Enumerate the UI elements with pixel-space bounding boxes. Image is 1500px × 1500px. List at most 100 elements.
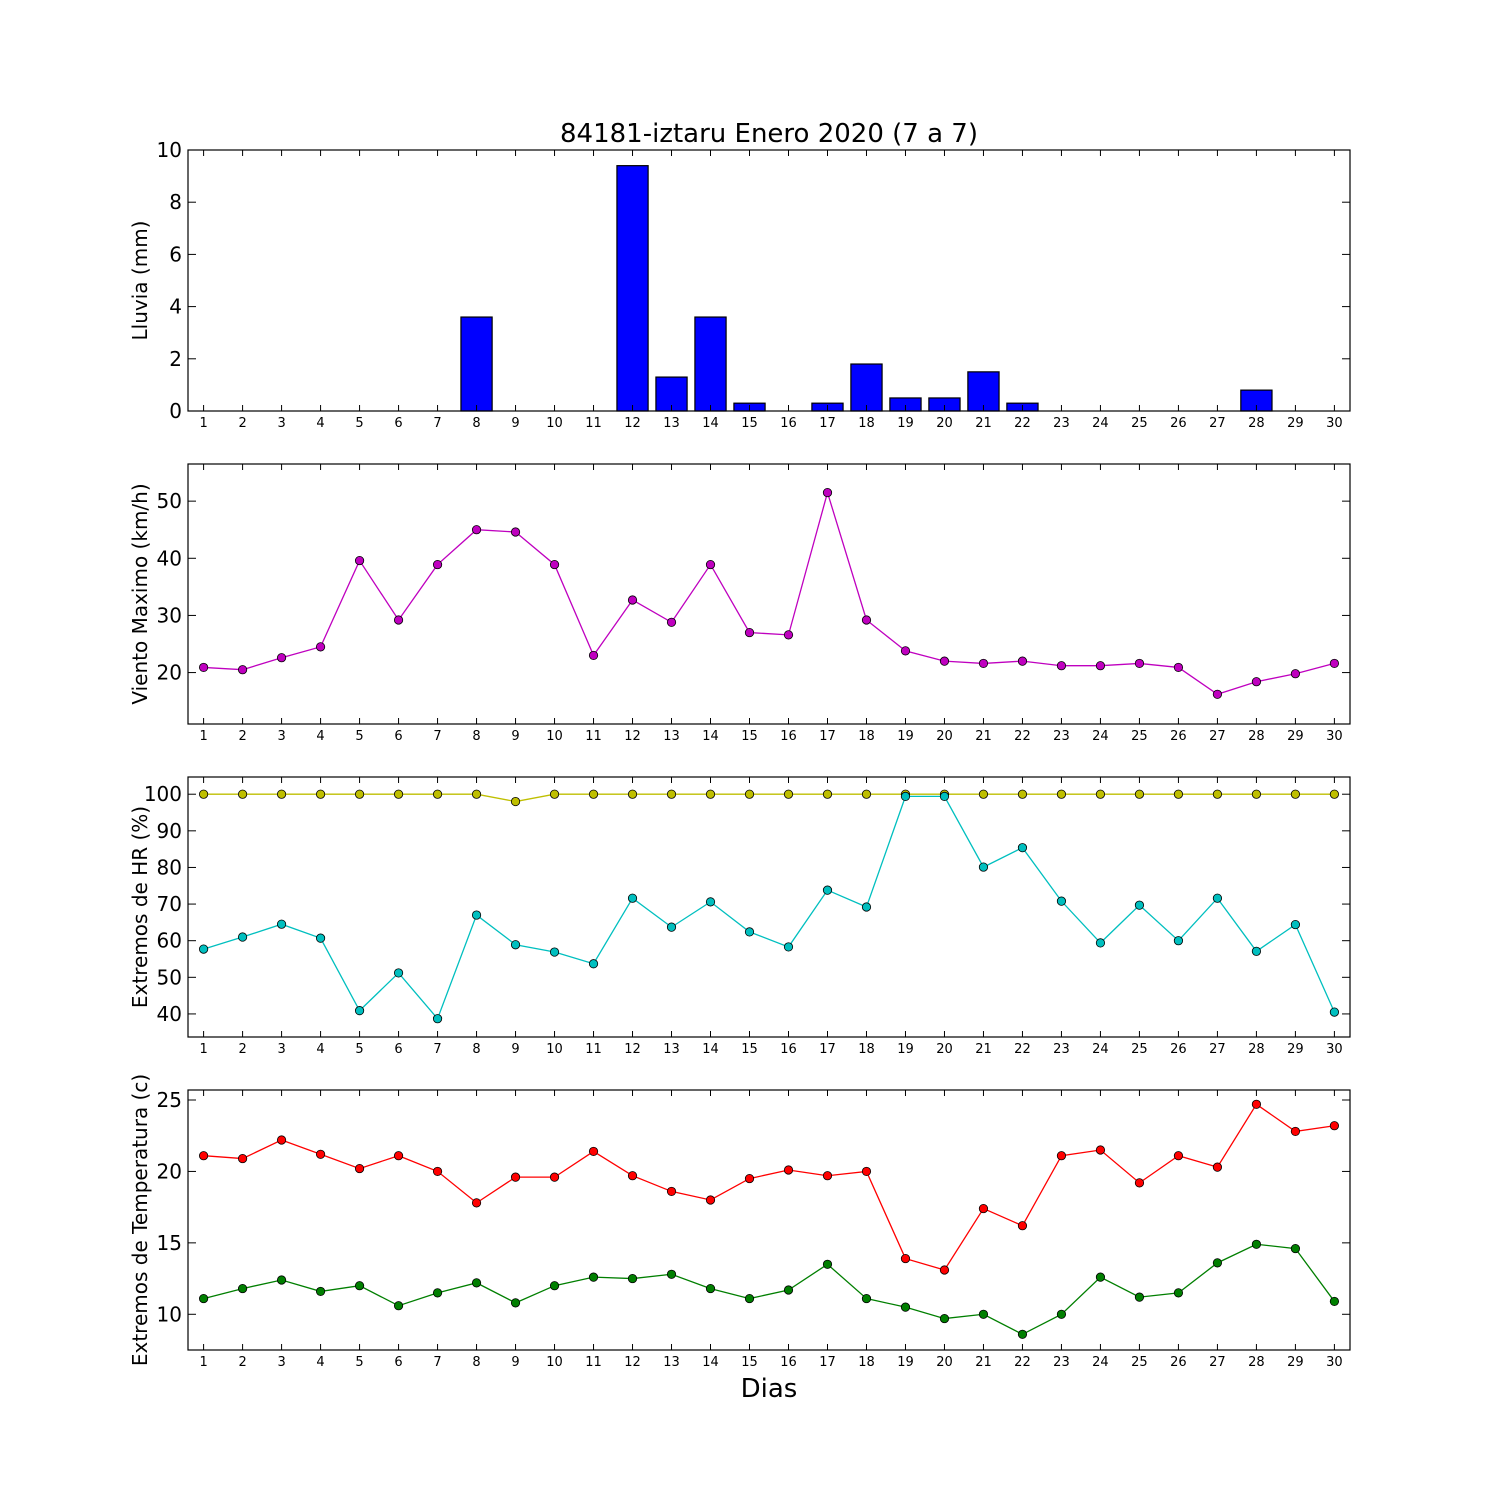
bar-day-21	[967, 371, 1000, 412]
series-2-point-day-18	[861, 1293, 872, 1304]
panel-4: 1 2 3 4 5 6 7 8 9 10 11 12 13 14 15 16 17 18 19 20 21 22 23 24 2…	[128, 1074, 1351, 1370]
series-2-point-day-3	[276, 1275, 287, 1285]
series-2-point-day-23	[1056, 896, 1067, 906]
x-tick-label: 17	[819, 729, 836, 744]
series-2-point-day-26	[1173, 936, 1184, 946]
series-1-point-day-30	[1329, 789, 1340, 799]
plot-frame	[187, 776, 1351, 1038]
series-1-point-day-5	[354, 789, 365, 799]
x-tick-label: 27	[1209, 1042, 1226, 1057]
x-tick-label: 8	[472, 729, 480, 744]
series-1-point-day-11	[588, 1146, 599, 1157]
series-1-point-day-30	[1329, 1121, 1340, 1131]
x-tick-label: 11	[585, 1042, 602, 1057]
series-2-point-day-26	[1173, 1288, 1184, 1298]
series-1-point-day-11	[588, 650, 599, 661]
series-1-point-day-24	[1095, 1145, 1106, 1155]
series-2-point-day-8	[471, 910, 482, 920]
x-tick-label: 10	[546, 1355, 563, 1370]
series-2-point-day-1	[199, 1293, 209, 1304]
x-tick-label: 29	[1287, 1042, 1304, 1057]
y-axis-label: Extremos de Temperatura (c)	[128, 1074, 152, 1366]
x-tick-label: 28	[1248, 729, 1265, 744]
x-tick-label: 19	[897, 416, 914, 431]
series-2-point-day-19	[900, 1302, 911, 1312]
x-tick-label: 29	[1287, 729, 1304, 744]
y-tick-label: 15	[157, 1231, 182, 1255]
series-1-point-day-13	[666, 789, 677, 799]
series-2-point-day-14	[705, 1283, 716, 1294]
series-1-point-day-26	[1173, 1151, 1184, 1161]
chart-panels: 1 2 3 4 5 6 7 8 9 10 11 12 13 14 15 16 17 18 19 20 21 22 23 24 2…	[128, 138, 1351, 1370]
series-2-point-day-23	[1056, 1309, 1067, 1319]
series-2-point-day-8	[471, 1278, 482, 1288]
y-tick-label: 80	[157, 855, 182, 879]
bar-day-14	[694, 316, 727, 412]
series-1-point-day-6	[393, 789, 404, 799]
series-2-point-day-5	[354, 1281, 365, 1291]
x-tick-label: 1	[199, 416, 207, 431]
x-tick-label: 24	[1092, 416, 1109, 431]
x-tick-label: 22	[1014, 1355, 1031, 1370]
series-2-point-day-19	[900, 791, 911, 802]
x-tick-label: 17	[819, 1042, 836, 1057]
series-2-point-day-4	[315, 1286, 326, 1297]
series-1-point-day-11	[588, 789, 599, 799]
series-2-point-day-7	[432, 1288, 443, 1298]
x-tick-label: 4	[316, 416, 324, 431]
x-tick-label: 13	[663, 729, 680, 744]
series-1-point-day-27	[1212, 689, 1223, 699]
series-2-point-day-10	[549, 1281, 560, 1291]
series-1-point-day-15	[744, 627, 755, 638]
x-axis-label: Dias	[741, 1374, 798, 1404]
series-1-point-day-21	[978, 1203, 989, 1214]
x-tick-label: 27	[1209, 416, 1226, 431]
series-2-point-day-20	[939, 791, 950, 802]
series-2-point-day-29	[1290, 1243, 1301, 1254]
x-tick-label: 21	[975, 1355, 992, 1370]
series-2-point-day-6	[393, 968, 404, 978]
series-2-line	[203, 1243, 1335, 1336]
x-tick-label: 15	[741, 1042, 758, 1057]
series-2-point-day-10	[549, 947, 560, 957]
plot-frame	[187, 463, 1351, 725]
series-2-point-day-16	[783, 1285, 794, 1295]
x-tick-label: 24	[1092, 1042, 1109, 1057]
y-tick-label: 10	[157, 138, 182, 162]
x-tick-label: 23	[1053, 1042, 1070, 1057]
series-1-point-day-12	[627, 595, 638, 605]
x-tick-label: 20	[936, 1355, 953, 1370]
x-tick-label: 13	[663, 1042, 680, 1057]
y-tick-label: 50	[157, 489, 182, 513]
bar-day-12	[616, 165, 649, 412]
series-1-point-day-14	[705, 789, 716, 799]
series-2-point-day-11	[588, 959, 599, 969]
series-2-point-day-30	[1329, 1296, 1340, 1307]
series-2-point-day-21	[978, 862, 989, 872]
x-tick-label: 22	[1014, 729, 1031, 744]
y-tick-label: 60	[157, 929, 182, 953]
x-tick-label: 5	[355, 416, 363, 431]
x-tick-label: 16	[780, 1042, 797, 1057]
series-1-point-day-12	[627, 789, 638, 799]
series-1-line	[203, 490, 1335, 696]
series-1-point-day-18	[861, 615, 872, 625]
x-tick-label: 9	[511, 1355, 519, 1370]
x-tick-label: 10	[546, 1042, 563, 1057]
series-1-point-day-15	[744, 1173, 755, 1184]
x-tick-label: 15	[741, 416, 758, 431]
x-tick-label: 1	[199, 729, 207, 744]
series-1-point-day-25	[1134, 658, 1145, 669]
x-tick-label: 18	[858, 416, 875, 431]
series-1-point-day-6	[393, 615, 404, 625]
x-tick-label: 4	[316, 729, 324, 744]
x-tick-label: 3	[277, 416, 285, 431]
y-axis-label: Lluvia (mm)	[128, 221, 152, 341]
x-tick-label: 18	[858, 1355, 875, 1370]
x-tick-label: 4	[316, 1042, 324, 1057]
x-tick-label: 18	[858, 1042, 875, 1057]
series-1-point-day-27	[1212, 1162, 1223, 1172]
series-1-point-day-1	[199, 662, 209, 673]
series-2-point-day-9	[510, 940, 521, 950]
x-tick-label: 9	[511, 416, 519, 431]
